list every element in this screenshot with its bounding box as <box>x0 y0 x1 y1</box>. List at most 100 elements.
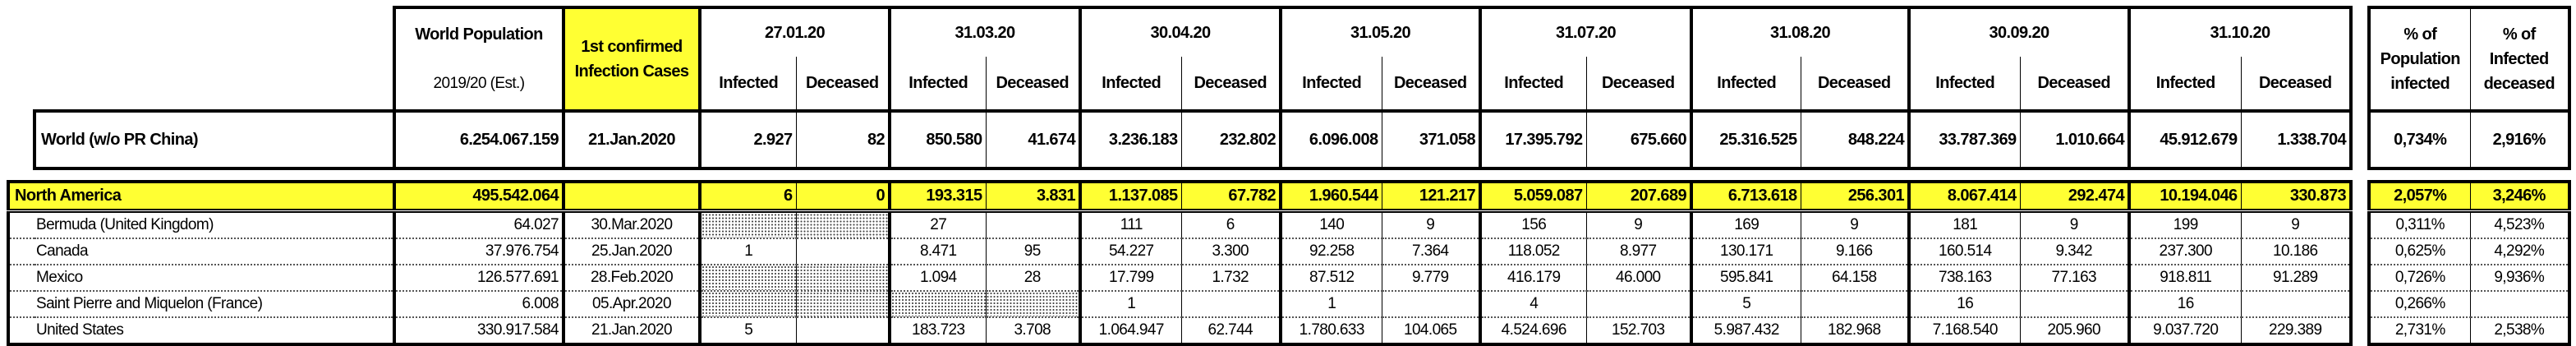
spacer <box>2351 238 2369 265</box>
date-header: 31.10.20 <box>2128 6 2353 57</box>
infected-header: Infected <box>1690 57 1801 113</box>
infected-header: Infected <box>2128 57 2242 113</box>
infected-value: 2.927 <box>698 109 797 170</box>
deceased-value <box>795 316 891 346</box>
pct-deceased-value: 2,538% <box>2470 316 2571 346</box>
infected-value: 1 <box>1279 290 1382 317</box>
spacer <box>2351 317 2369 344</box>
deceased-value <box>795 238 891 265</box>
infected-value: 850.580 <box>888 109 987 170</box>
infected-value: 54.227 <box>1079 238 1182 265</box>
infected-value: 4.524.696 <box>1479 316 1587 346</box>
gap-row <box>8 168 2569 182</box>
deceased-header: Deceased <box>2019 57 2131 113</box>
region-label: North America <box>7 180 396 213</box>
deceased-value: 9 <box>1800 209 1911 238</box>
infected-value: 1 <box>698 238 797 265</box>
infected-header: Infected <box>1079 57 1182 113</box>
region-row: North America 495.542.064 6 0 193.315 3.831 1.… <box>7 180 2571 213</box>
infected-value: 918.811 <box>2128 264 2242 291</box>
infected-value <box>698 209 797 238</box>
infected-value: 8.067.414 <box>1907 180 2021 213</box>
pct-population-value: 0,625% <box>2367 238 2471 265</box>
deceased-value: 9 <box>2019 209 2131 238</box>
date-header: 30.09.20 <box>1907 6 2131 57</box>
first-case-value: 30.Mar.2020 <box>564 209 702 238</box>
pct-population-value: 0,726% <box>2367 264 2471 291</box>
spacer <box>2351 7 2369 111</box>
deceased-value: 205.960 <box>2019 316 2131 346</box>
infected-value: 1 <box>1079 290 1182 317</box>
deceased-value: 152.703 <box>1585 316 1693 346</box>
first-case-value: 21.Jan.2020 <box>564 109 702 170</box>
deceased-value: 28 <box>985 264 1082 291</box>
pct-deceased-header: % of Infected deceased <box>2469 6 2571 113</box>
deceased-value <box>2019 290 2131 317</box>
pct-population-value: 0,266% <box>2367 290 2471 317</box>
deceased-value: 229.389 <box>2240 316 2353 346</box>
deceased-value: 41.674 <box>985 109 1082 170</box>
infected-value: 181 <box>1907 209 2021 238</box>
spacer <box>8 111 34 168</box>
infected-value: 33.787.369 <box>1907 109 2021 170</box>
date-header: 31.07.20 <box>1479 6 1693 57</box>
world-row: World (w/o PR China) 6.254.067.159 21.Jan.… <box>8 109 2571 170</box>
first-case-header: 1st confirmed Infection Cases <box>562 6 702 113</box>
deceased-value: 7.364 <box>1381 238 1482 265</box>
country-name: Canada <box>7 238 396 265</box>
infected-value: 17.395.792 <box>1479 109 1587 170</box>
infected-value: 6 <box>698 180 797 213</box>
deceased-value: 207.689 <box>1585 180 1693 213</box>
infected-value: 738.163 <box>1907 264 2021 291</box>
infected-value: 130.171 <box>1690 238 1801 265</box>
country-name: United States <box>7 316 396 346</box>
infected-value: 92.258 <box>1279 238 1382 265</box>
infected-value: 5 <box>698 316 797 346</box>
pct-deceased-value: 4,523% <box>2470 209 2571 238</box>
infected-value: 183.723 <box>888 316 987 346</box>
spacer <box>2351 265 2369 291</box>
infected-value: 6.713.618 <box>1690 180 1801 213</box>
date-header: 31.03.20 <box>888 6 1082 57</box>
deceased-header: Deceased <box>985 57 1082 113</box>
deceased-value: 675.660 <box>1585 109 1693 170</box>
infected-value: 416.179 <box>1479 264 1587 291</box>
deceased-value: 62.744 <box>1180 316 1282 346</box>
deceased-value <box>795 209 891 238</box>
deceased-value: 371.058 <box>1381 109 1482 170</box>
deceased-value: 0 <box>795 180 891 213</box>
infected-value: 595.841 <box>1690 264 1801 291</box>
country-name: Bermuda (United Kingdom) <box>7 209 396 238</box>
deceased-header: Deceased <box>1800 57 1911 113</box>
first-case-value: 28.Feb.2020 <box>564 264 702 291</box>
deceased-value: 46.000 <box>1585 264 1693 291</box>
pct-deceased-value: 3,246% <box>2470 180 2571 213</box>
deceased-header: Deceased <box>795 57 891 113</box>
deceased-value: 67.782 <box>1180 180 1282 213</box>
deceased-value <box>795 290 891 317</box>
population-value: 64.027 <box>394 209 565 238</box>
infected-value: 17.799 <box>1079 264 1182 291</box>
infected-header: Infected <box>698 57 797 113</box>
pct-population-value: 2,731% <box>2367 316 2471 346</box>
deceased-value: 9.166 <box>1800 238 1911 265</box>
deceased-value: 9 <box>1381 209 1482 238</box>
first-case-value <box>564 180 702 213</box>
infected-value: 8.471 <box>888 238 987 265</box>
blank-corner <box>8 7 394 111</box>
country-row: Mexico 126.577.691 28.Feb.2020 1.094 28 17.79… <box>7 264 2571 291</box>
population-value: 126.577.691 <box>394 264 565 291</box>
infected-value: 10.194.046 <box>2128 180 2242 213</box>
deceased-value: 9.779 <box>1381 264 1482 291</box>
infected-header: Infected <box>1479 57 1587 113</box>
deceased-value: 82 <box>795 109 891 170</box>
deceased-value <box>1381 290 1482 317</box>
deceased-header: Deceased <box>2240 57 2353 113</box>
infected-value: 160.514 <box>1907 238 2021 265</box>
deceased-header: Deceased <box>1180 57 1282 113</box>
deceased-value: 3.831 <box>985 180 1082 213</box>
infected-value: 5.059.087 <box>1479 180 1587 213</box>
infected-value: 237.300 <box>2128 238 2242 265</box>
infected-value: 4 <box>1479 290 1587 317</box>
country-name: Saint Pierre and Miquelon (France) <box>7 290 396 317</box>
